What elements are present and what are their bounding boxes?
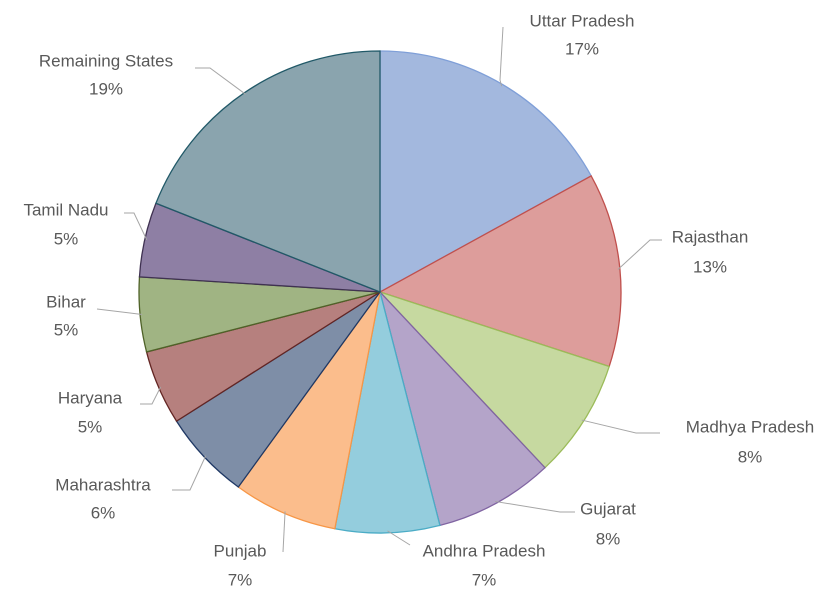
pie-slice (379, 291, 546, 527)
slice-value: 6% (91, 503, 116, 522)
slice-value: 7% (228, 570, 253, 589)
slice-value: 5% (78, 417, 103, 436)
leader-line (96, 308, 143, 315)
slice-label: Tamil Nadu (23, 200, 108, 219)
pie-slice (379, 50, 593, 294)
pie-slice (334, 291, 441, 534)
leader-line (195, 67, 246, 95)
slice-label: Gujarat (580, 499, 636, 518)
leader-line (617, 239, 662, 270)
slice-label: Remaining States (39, 51, 173, 70)
pie-slice (379, 291, 611, 469)
slice-value: 5% (54, 229, 79, 248)
slice-value: 19% (89, 79, 123, 98)
leader-line (499, 26, 504, 87)
slice-label: Uttar Pradesh (530, 11, 635, 30)
leader-line (581, 419, 660, 434)
leader-line (495, 500, 575, 513)
slice-label: Andhra Pradesh (423, 541, 546, 560)
slice-label: Madhya Pradesh (686, 417, 815, 436)
leader-line (282, 511, 286, 553)
slice-value: 8% (596, 529, 621, 548)
slice-value: 7% (472, 570, 497, 589)
pie-slice (155, 50, 381, 293)
leader-line (172, 455, 207, 491)
slice-value: 8% (738, 447, 763, 466)
slice-label: Maharashtra (55, 475, 151, 494)
leader-line (140, 386, 162, 405)
pie-slice (378, 175, 622, 368)
slice-value: 5% (54, 320, 79, 339)
leader-line (124, 212, 148, 241)
slice-value: 13% (693, 257, 727, 276)
slice-label: Punjab (214, 541, 267, 560)
slice-label: Haryana (58, 388, 123, 407)
slice-label: Rajasthan (672, 227, 749, 246)
pie-slice (237, 291, 381, 530)
slice-value: 17% (565, 39, 599, 58)
leader-line (387, 530, 411, 546)
slice-label: Bihar (46, 292, 86, 311)
